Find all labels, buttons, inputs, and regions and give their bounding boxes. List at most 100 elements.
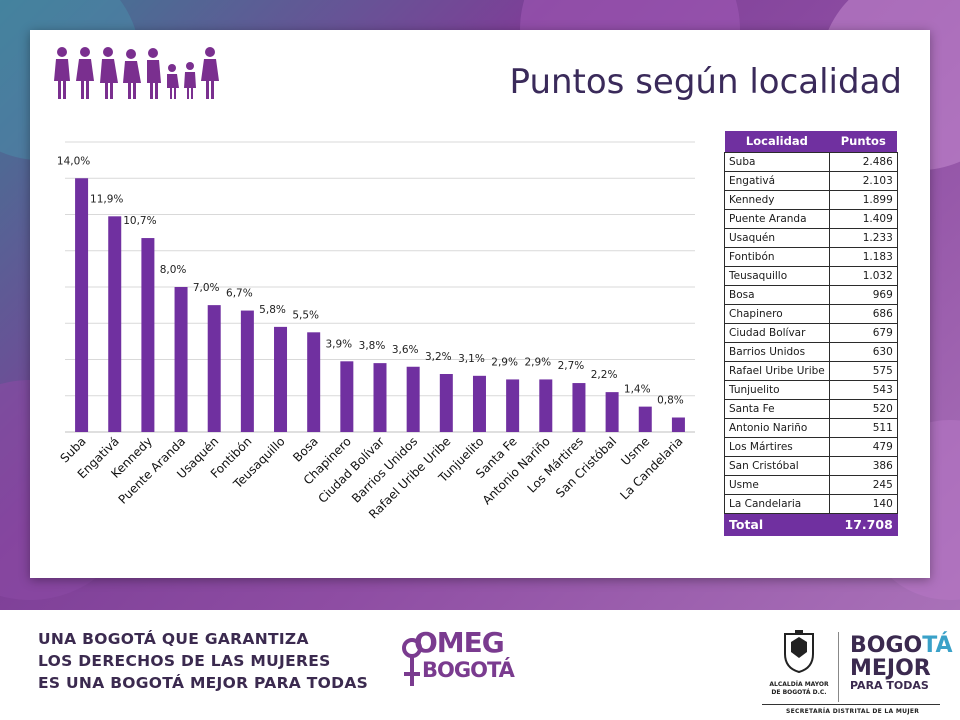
data-label: 7,0% [193, 282, 220, 294]
table-row: Bosa 969 [724, 284, 898, 305]
cell-puntos: 543 [828, 379, 898, 400]
slogan-line: UNA BOGOTÁ QUE GARANTIZA [38, 630, 309, 648]
data-label: 2,9% [524, 356, 551, 368]
slogan-line: ES UNA BOGOTÁ MEJOR PARA TODAS [38, 674, 369, 692]
women-family-icon [54, 47, 219, 99]
bogota-part1: BOGO [850, 633, 923, 658]
omeg-bottom-text: BOGOTÁ [422, 658, 515, 682]
bar [141, 238, 155, 432]
tick-label: Bosa [290, 434, 321, 465]
data-label: 8,0% [160, 264, 187, 276]
bar [439, 374, 453, 432]
table-header-row: Localidad Puntos [724, 131, 898, 152]
data-label: 11,9% [90, 193, 123, 205]
cell-localidad: Antonio Nariño [724, 417, 830, 438]
data-label: 10,7% [123, 215, 156, 227]
bar [108, 216, 122, 432]
bar [671, 417, 685, 432]
bar [340, 361, 354, 432]
bar-chart: 14,0%Suba11,9%Engativá10,7%Kennedy8,0%Pu… [57, 141, 695, 522]
cell-localidad: Puente Aranda [724, 208, 830, 229]
alcaldia-text: ALCALDÍA MAYOR DE BOGOTÁ D.C. [764, 681, 834, 697]
cell-localidad: Ciudad Bolívar [724, 322, 830, 343]
cell-puntos: 1.183 [828, 246, 898, 267]
data-label: 0,8% [657, 395, 684, 407]
table-row: San Cristóbal 386 [724, 455, 898, 476]
table-row: Teusaquillo 1.032 [724, 265, 898, 286]
secretaria-divider [762, 704, 940, 705]
bar [605, 392, 619, 432]
tick-label: San Cristóbal [553, 434, 619, 500]
table-row: Usaquén 1.233 [724, 227, 898, 248]
mejor-wordmark: MEJOR [850, 656, 931, 681]
data-label: 1,4% [624, 384, 651, 396]
cell-puntos: 575 [828, 360, 898, 381]
bar [506, 379, 520, 432]
cell-localidad: Usme [724, 474, 830, 495]
bar [572, 383, 586, 432]
bogota-mejor-logo: BOGOTÁ MEJOR PARA TODAS [850, 634, 953, 692]
total-value: 17.708 [828, 512, 898, 536]
table-header-localidad: Localidad [724, 131, 830, 152]
page-title: Puntos según localidad [509, 62, 902, 102]
cell-localidad: Chapinero [724, 303, 830, 324]
alcaldia-line: DE BOGOTÁ D.C. [771, 689, 827, 696]
bar [539, 379, 553, 432]
table-row: Los Mártires 479 [724, 436, 898, 457]
cell-puntos: 1.899 [828, 189, 898, 210]
table-row: Fontibón 1.183 [724, 246, 898, 267]
footer-slogan: UNA BOGOTÁ QUE GARANTIZA LOS DERECHOS DE… [38, 628, 368, 694]
table-row: Ciudad Bolívar 679 [724, 322, 898, 343]
table-row: Antonio Nariño 511 [724, 417, 898, 438]
table-row: Suba 2.486 [724, 151, 898, 172]
data-label: 3,8% [359, 340, 386, 352]
cell-localidad: Suba [724, 151, 830, 172]
omeg-logo: OMEG BOGOTÁ [400, 624, 515, 694]
cell-localidad: Santa Fe [724, 398, 830, 419]
cell-puntos: 1.233 [828, 227, 898, 248]
data-label: 5,5% [292, 309, 319, 321]
table-row: La Candelaria 140 [724, 493, 898, 514]
data-label: 6,7% [226, 288, 253, 300]
cell-localidad: Barrios Unidos [724, 341, 830, 362]
data-label: 2,7% [558, 360, 585, 372]
bogota-part2: TÁ [922, 633, 953, 658]
cell-puntos: 479 [828, 436, 898, 457]
cell-localidad: Tunjuelito [724, 379, 830, 400]
cell-localidad: San Cristóbal [724, 455, 830, 476]
cell-puntos: 2.486 [828, 151, 898, 172]
table-row: Usme 245 [724, 474, 898, 495]
footer: UNA BOGOTÁ QUE GARANTIZA LOS DERECHOS DE… [0, 610, 960, 720]
bar [75, 178, 89, 432]
bogota-wordmark: BOGOTÁ [850, 634, 953, 658]
cell-puntos: 969 [828, 284, 898, 305]
bar [472, 375, 486, 432]
cell-localidad: Teusaquillo [724, 265, 830, 286]
cell-puntos: 630 [828, 341, 898, 362]
bar [406, 366, 420, 432]
data-label: 3,6% [392, 344, 419, 356]
data-label: 2,9% [491, 356, 518, 368]
bar [274, 326, 288, 432]
data-label: 3,2% [425, 351, 452, 363]
cell-localidad: Engativá [724, 170, 830, 191]
data-label: 14,0% [57, 155, 90, 167]
data-label: 3,1% [458, 353, 485, 365]
cell-puntos: 520 [828, 398, 898, 419]
total-label: Total [724, 512, 830, 536]
bar [207, 305, 221, 432]
data-label: 5,8% [259, 304, 286, 316]
bar [638, 406, 652, 432]
cell-puntos: 679 [828, 322, 898, 343]
alcaldia-logo: ALCALDÍA MAYOR DE BOGOTÁ D.C. [764, 630, 834, 697]
alcaldia-line: ALCALDÍA MAYOR [769, 681, 829, 688]
data-table: Localidad Puntos Suba 2.486 Engativá 2.103 K… [724, 131, 898, 536]
data-label: 2,2% [591, 369, 618, 381]
table-row: Puente Aranda 1.409 [724, 208, 898, 229]
para-todas-wordmark: PARA TODAS [850, 679, 929, 692]
cell-puntos: 1.032 [828, 265, 898, 286]
bar [174, 287, 188, 432]
table-row: Barrios Unidos 630 [724, 341, 898, 362]
slogan-line: LOS DERECHOS DE LAS MUJERES [38, 652, 331, 670]
table-header-puntos: Puntos [829, 131, 898, 152]
